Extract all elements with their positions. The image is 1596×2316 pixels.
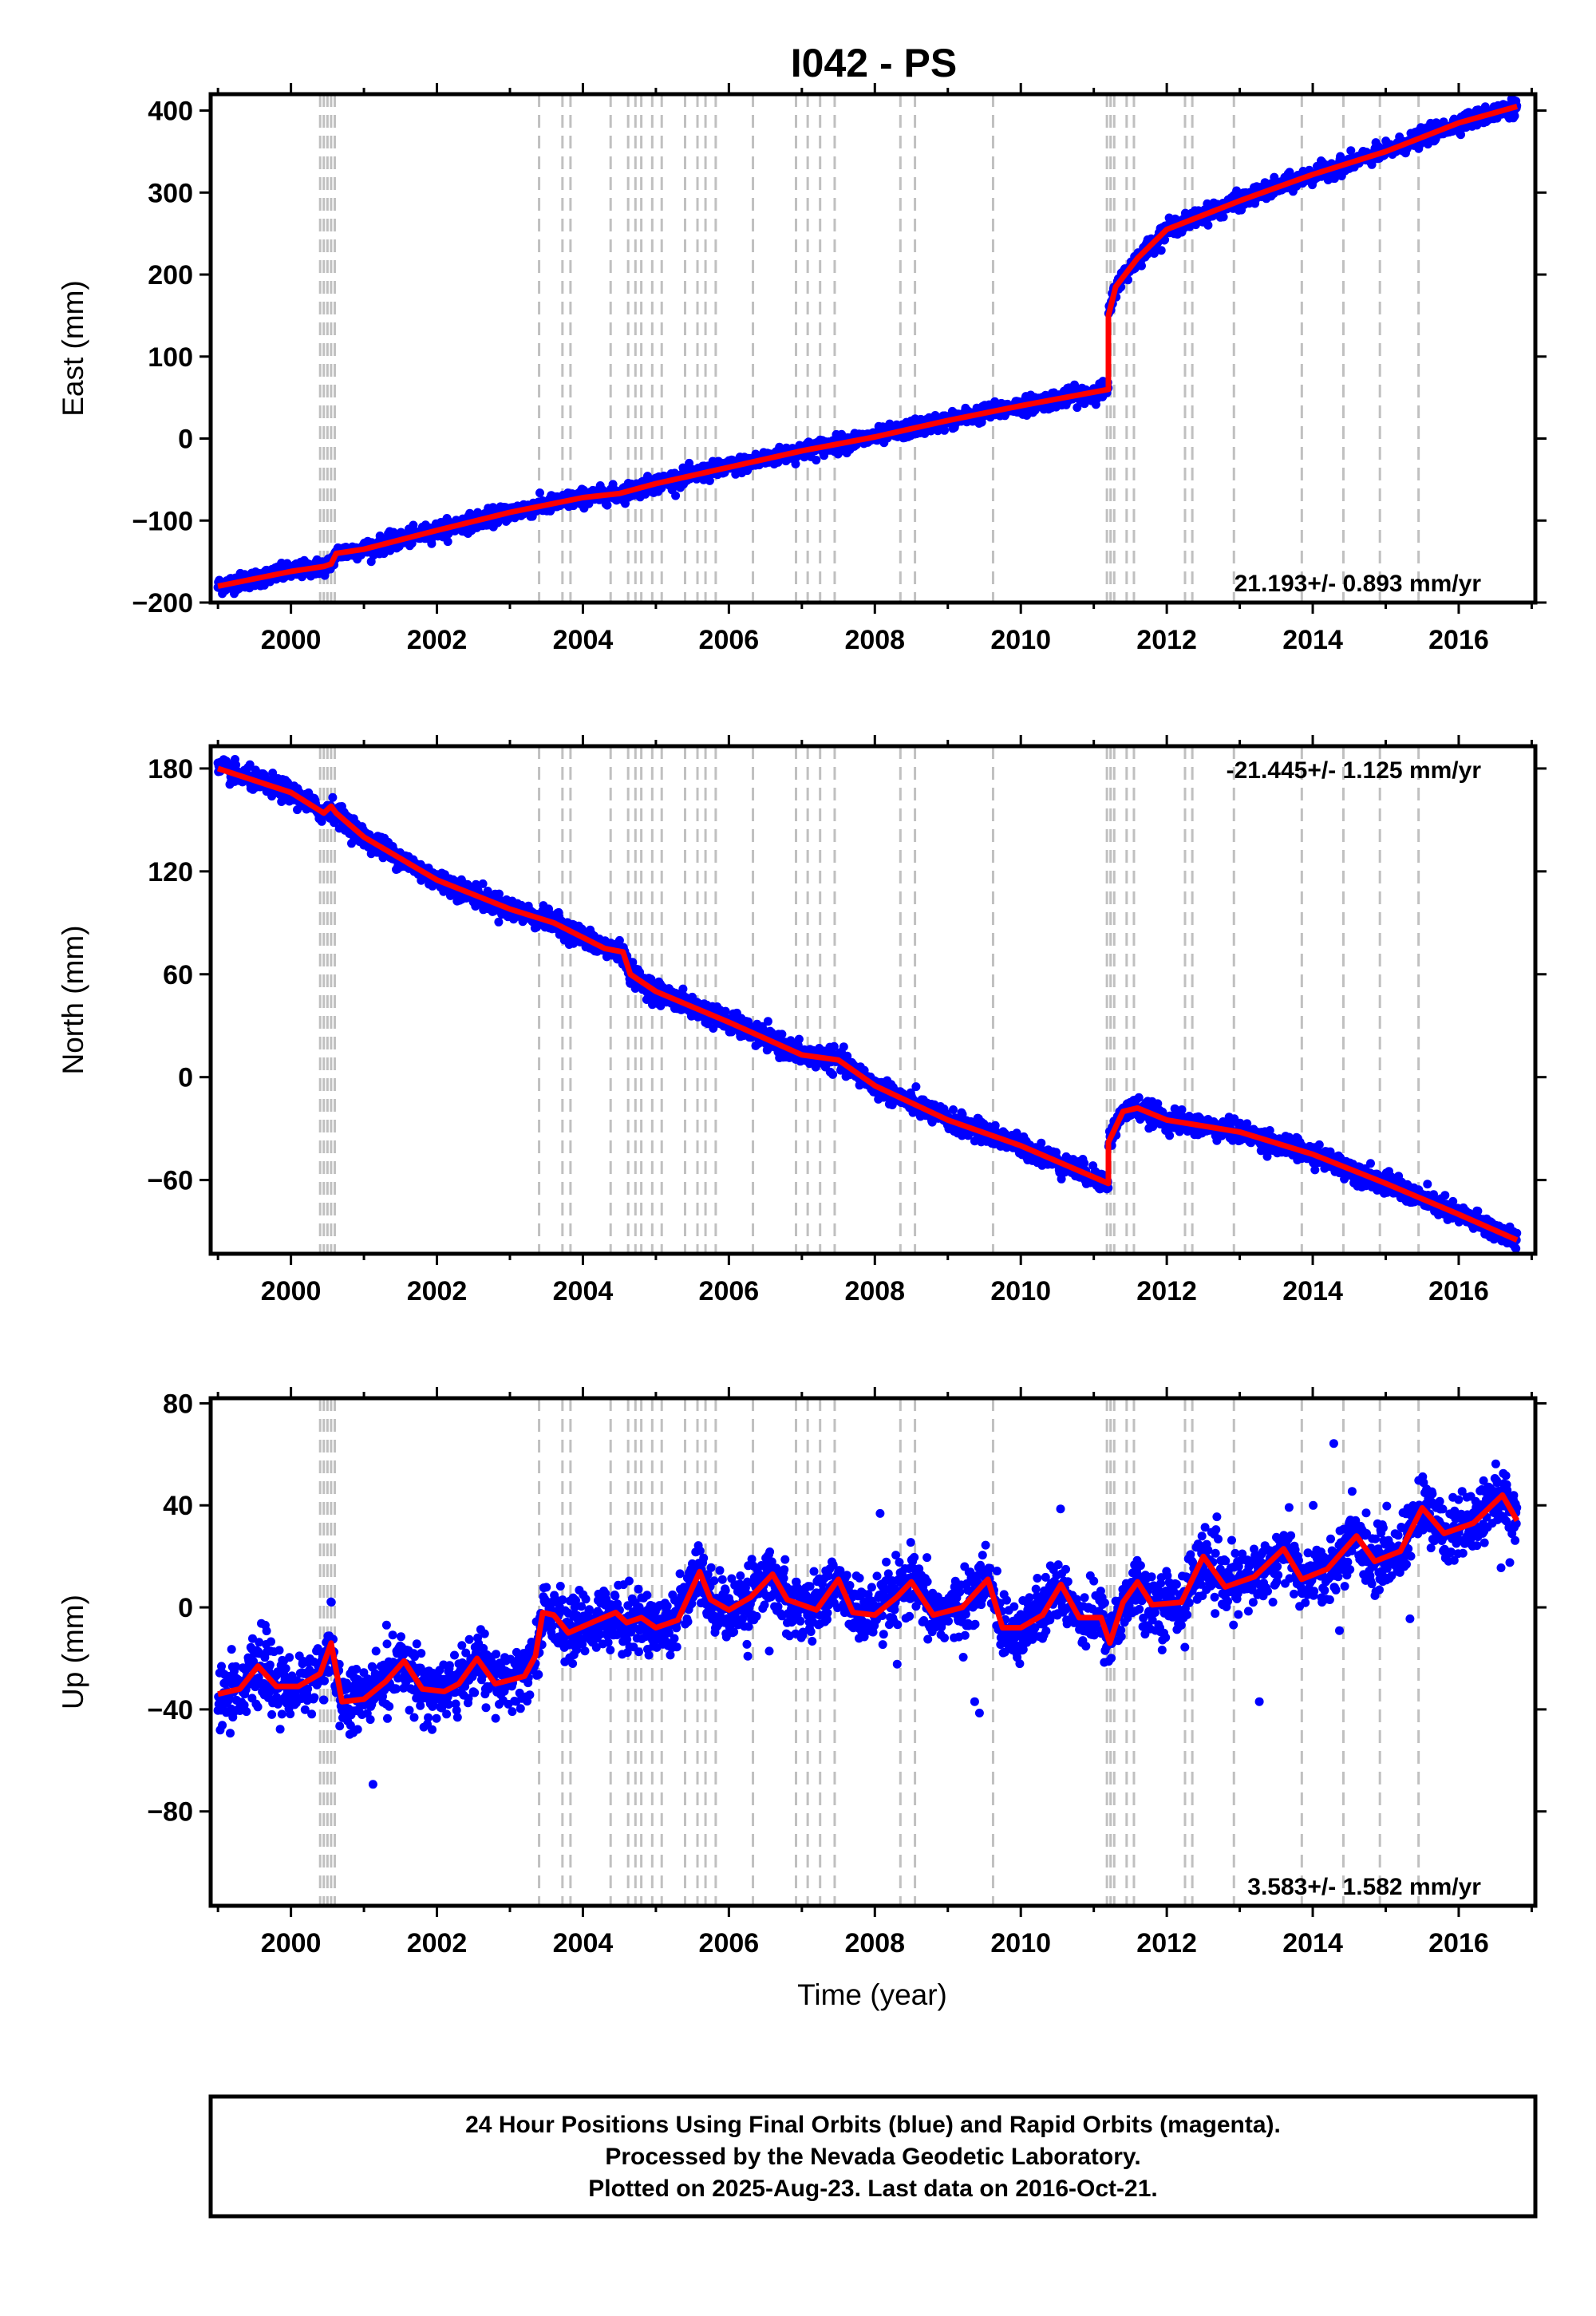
y-tick-label: 300: [148, 178, 193, 208]
position-point: [843, 1051, 852, 1061]
position-point: [628, 958, 638, 967]
position-point: [812, 456, 821, 464]
rate-label: 21.193+/- 0.893 mm/yr: [1235, 571, 1482, 597]
plot-area: [213, 746, 1522, 1254]
position-point: [328, 792, 338, 802]
model-line: [217, 104, 1519, 589]
x-tick-label: 2004: [553, 625, 614, 655]
position-point: [763, 1017, 772, 1026]
position-point: [1510, 111, 1519, 121]
position-point: [911, 1082, 921, 1092]
position-point: [949, 1105, 958, 1114]
position-point: [443, 537, 452, 547]
position-point: [678, 984, 688, 994]
position-point: [940, 425, 949, 435]
position-point: [495, 889, 504, 899]
x-tick-label: 2000: [261, 625, 322, 655]
x-tick-label: 2002: [407, 625, 468, 655]
chart-title: I042 - PS: [791, 41, 957, 85]
position-point: [829, 1041, 839, 1051]
position-point: [1156, 246, 1166, 255]
panel-frame: [208, 92, 1538, 605]
x-tick-label: 2016: [1428, 625, 1489, 655]
position-point: [494, 917, 504, 927]
x-tick-label: 2012: [1136, 625, 1197, 655]
position-point: [614, 935, 624, 945]
y-tick-label: 200: [148, 260, 193, 290]
x-tick-label: 2006: [699, 625, 760, 655]
x-tick-label: 2008: [844, 625, 905, 655]
position-points: [213, 755, 1522, 1253]
position-point: [839, 1042, 848, 1052]
position-point: [685, 458, 694, 468]
x-tick-label: 2014: [1282, 625, 1343, 655]
position-point: [721, 1006, 730, 1016]
y-tick-label: −100: [132, 506, 193, 536]
position-point: [744, 1017, 753, 1026]
position-point: [427, 539, 437, 548]
position-point: [535, 488, 544, 498]
plot-area: [213, 94, 1522, 603]
position-point: [478, 879, 488, 888]
y-axis-label: East (mm): [57, 280, 89, 417]
position-point: [828, 1069, 838, 1079]
y-tick-label: 100: [148, 342, 193, 373]
position-point: [1219, 212, 1228, 222]
position-point: [409, 520, 418, 530]
position-point: [245, 760, 255, 769]
position-point: [1073, 403, 1082, 413]
position-point: [705, 476, 714, 485]
y-tick-label: 0: [178, 425, 193, 455]
position-point: [777, 1030, 787, 1039]
position-point: [791, 459, 800, 468]
position-point: [602, 500, 612, 510]
y-tick-label: −200: [132, 588, 193, 619]
position-point: [1203, 220, 1213, 230]
position-point: [671, 491, 681, 500]
position-point: [643, 472, 652, 481]
position-point: [1456, 130, 1465, 140]
position-point: [1160, 235, 1170, 244]
position-point: [1137, 261, 1146, 271]
y-tick-label: 400: [148, 97, 193, 127]
position-point: [794, 1034, 804, 1044]
x-tick-label: 2010: [990, 625, 1051, 655]
position-point: [1346, 146, 1356, 156]
panel-1: −200 −100 0 100 200 300 400 2000 2002 2004 2006 200…: [57, 83, 1547, 655]
